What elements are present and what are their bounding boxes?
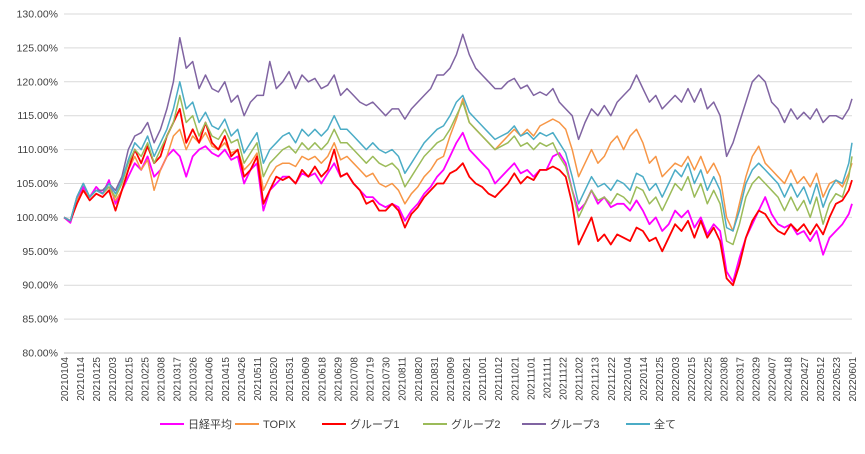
y-tick-label: 105.00% (17, 178, 58, 190)
y-tick-label: 125.00% (17, 42, 58, 54)
x-tick-label: 20210629 (333, 357, 344, 402)
x-tick-label: 20210719 (366, 357, 377, 402)
x-tick-label: 20211012 (494, 357, 505, 401)
x-tick-label: 20210317 (173, 357, 184, 402)
x-tick-label: 20210308 (156, 357, 167, 402)
x-tick-label: 20210609 (301, 357, 312, 402)
x-tick-label: 20210426 (237, 357, 248, 402)
series-line-5 (63, 81, 853, 232)
x-tick-label: 20210114 (76, 357, 87, 401)
y-tick-label: 80.00% (22, 348, 58, 360)
y-tick-label: 95.00% (22, 246, 58, 258)
legend-label: グループ3 (550, 417, 599, 431)
x-tick-label: 20211001 (478, 357, 489, 401)
x-tick-label: 20220215 (687, 357, 698, 402)
x-axis-tick-labels: 20210104 20210114 20210125 20210203 20210215… (60, 357, 859, 402)
legend-label: グループ1 (350, 417, 399, 431)
x-tick-label: 20220523 (832, 357, 843, 402)
x-tick-label: 20220203 (671, 357, 682, 402)
legend-item: 日経平均 (160, 418, 232, 431)
x-tick-label: 20211213 (591, 357, 602, 401)
x-tick-label: 20210708 (349, 357, 360, 402)
legend-label: TOPIX (263, 419, 296, 431)
x-tick-label: 20210831 (430, 357, 441, 402)
x-tick-label: 20210531 (285, 357, 296, 402)
x-tick-label: 20210225 (140, 357, 151, 402)
y-axis-tick-labels: 80.00% 85.00% 90.00% 95.00% 100.00% 105.00% 11… (17, 9, 58, 360)
x-tick-label: 20220418 (784, 357, 795, 402)
x-tick-label: 20210618 (317, 357, 328, 402)
series-line-3 (63, 94, 853, 246)
x-tick-label: 20210909 (446, 357, 457, 402)
x-tick-label: 20220225 (703, 357, 714, 402)
x-tick-label: 20210520 (269, 357, 280, 402)
y-tick-label: 90.00% (22, 280, 58, 292)
x-tick-label: 20210415 (221, 357, 232, 402)
x-tick-label: 20210326 (189, 357, 200, 402)
x-tick-label: 20211101 (526, 357, 537, 400)
x-tick-label: 20211222 (607, 357, 618, 401)
legend-item: グループ3 (522, 417, 599, 431)
x-tick-label: 20220512 (816, 357, 827, 402)
x-tick-label: 20220427 (800, 357, 811, 402)
legend-item: 全て (626, 417, 676, 431)
x-tick-label: 20210104 (60, 357, 71, 402)
x-tick-label: 20220601 (848, 357, 859, 402)
legend-label: 日経平均 (188, 418, 232, 431)
y-tick-label: 120.00% (17, 76, 58, 88)
y-tick-label: 100.00% (17, 212, 58, 224)
x-tick-label: 20210511 (253, 357, 264, 401)
x-tick-label: 20210203 (108, 357, 119, 402)
gridlines (64, 13, 852, 354)
series-lines (63, 33, 853, 287)
y-tick-label: 85.00% (22, 314, 58, 326)
legend: 日経平均 TOPIX グループ1 グループ2 グループ3 全て (160, 417, 676, 431)
x-tick-label: 20211122 (559, 357, 570, 400)
legend-label: 全て (654, 417, 676, 431)
series-line-4 (63, 33, 853, 222)
x-tick-label: 20210125 (92, 357, 103, 402)
x-tick-label: 20220114 (639, 357, 650, 401)
x-tick-label: 20220317 (735, 357, 746, 402)
series-line-0 (63, 131, 853, 283)
x-tick-label: 20211021 (510, 357, 521, 401)
series-line-2 (63, 108, 853, 287)
x-tick-label: 20210215 (124, 357, 135, 402)
legend-item: グループ2 (423, 417, 500, 431)
x-tick-label: 20220308 (719, 357, 730, 402)
x-tick-label: 20210811 (398, 357, 409, 401)
x-tick-label: 20220329 (752, 357, 763, 402)
y-tick-label: 130.00% (17, 9, 58, 21)
legend-item: グループ1 (322, 417, 399, 431)
y-tick-label: 115.00% (17, 110, 58, 122)
x-tick-label: 20220104 (623, 357, 634, 402)
x-tick-label: 20210820 (414, 357, 425, 402)
x-tick-label: 20211111 (542, 357, 553, 399)
x-tick-label: 20220407 (768, 357, 779, 402)
legend-label: グループ2 (451, 417, 500, 431)
x-tick-label: 20210406 (205, 357, 216, 402)
x-tick-label: 20211202 (575, 357, 586, 401)
y-tick-label: 110.00% (17, 144, 58, 156)
x-tick-label: 20220125 (655, 357, 666, 402)
legend-item: TOPIX (235, 419, 296, 431)
x-tick-label: 20210730 (382, 357, 393, 402)
x-tick-label: 20210921 (462, 357, 473, 402)
